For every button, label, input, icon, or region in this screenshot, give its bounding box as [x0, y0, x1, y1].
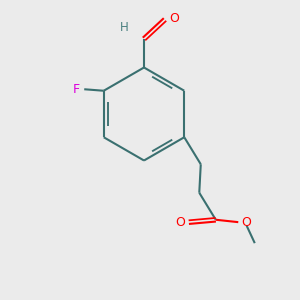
Text: O: O	[169, 11, 179, 25]
Text: F: F	[73, 83, 80, 96]
Text: H: H	[120, 21, 129, 34]
Text: O: O	[242, 216, 252, 229]
Text: O: O	[176, 216, 185, 229]
